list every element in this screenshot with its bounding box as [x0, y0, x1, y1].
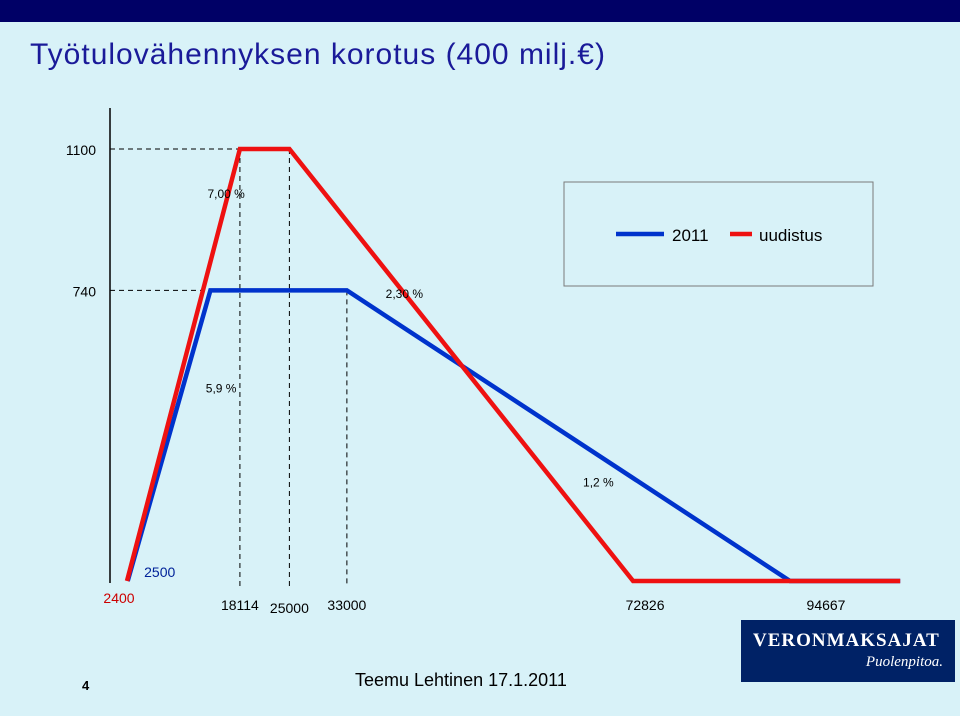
legend-label-2011: 2011	[672, 226, 709, 245]
page-number: 4	[82, 678, 90, 693]
slide-title: Työtulovähennyksen korotus (400 milj.€)	[30, 38, 606, 71]
x-label: 25000	[270, 600, 309, 616]
rate-annotation: 7,00 %	[207, 187, 245, 201]
x-label: 72826	[626, 597, 665, 613]
footer-author-date: Teemu Lehtinen 17.1.2011	[355, 670, 567, 690]
legend-label-uudistus: uudistus	[759, 226, 822, 245]
x-label: 94667	[807, 597, 846, 613]
x-label: 2500	[144, 564, 175, 580]
rate-annotation: 1,2 %	[583, 476, 614, 490]
y-tick-label: 740	[73, 283, 97, 299]
rate-annotation: 5,9 %	[206, 381, 237, 395]
slide-background	[0, 22, 960, 716]
series-line-uudistus	[124, 146, 901, 584]
legend-box	[563, 181, 874, 287]
veronmaksajat-logo: VERONMAKSAJAT Puolenpitoa.	[741, 620, 955, 682]
logo-line-2: Puolenpitoa.	[865, 654, 943, 670]
y-tick-label: 1100	[66, 142, 96, 158]
x-label: 33000	[327, 597, 366, 613]
logo-line-1: VERONMAKSAJAT	[753, 630, 940, 651]
series-line-2011	[125, 288, 901, 584]
x-label: 2400	[103, 590, 134, 606]
x-label: 18114	[221, 597, 259, 613]
rate-annotation: 2,30 %	[386, 287, 424, 301]
